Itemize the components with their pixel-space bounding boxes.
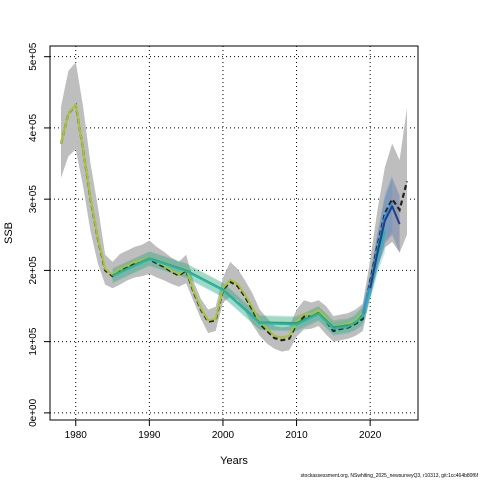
grid [50,46,418,420]
plot-frame [49,45,419,421]
y-tick-label: 5e+05 [28,42,39,71]
footer-note: stockassessment.org, NSwhiting_2025_news… [301,473,479,479]
confidence-bands [61,62,407,352]
x-tick-label: 2020 [359,430,382,441]
series-lines [59,102,409,342]
x-axis-label: Years [220,455,248,467]
y-tick-label: 0e+00 [28,398,39,427]
x-tick-label: 2000 [212,430,235,441]
y-axis: 0e+00 1e+05 2e+05 3e+05 4e+05 5e+05 [28,42,50,427]
ci-band-retro-4 [112,234,378,335]
x-tick-label: 2010 [285,430,308,441]
y-tick-label: 3e+05 [28,185,39,214]
x-tick-label: 1990 [138,430,161,441]
retro-series-line-5 [60,103,372,339]
x-tick-label: 1980 [65,430,88,441]
ci-band-base [61,62,407,352]
y-tick-label: 4e+05 [28,113,39,142]
retro-series-line-1 [369,205,401,289]
y-tick-label: 2e+05 [28,256,39,285]
x-axis: 1980 1990 2000 2010 2020 [65,420,382,441]
y-axis-label: SSB [3,222,15,244]
y-tick-label: 1e+05 [28,327,39,356]
